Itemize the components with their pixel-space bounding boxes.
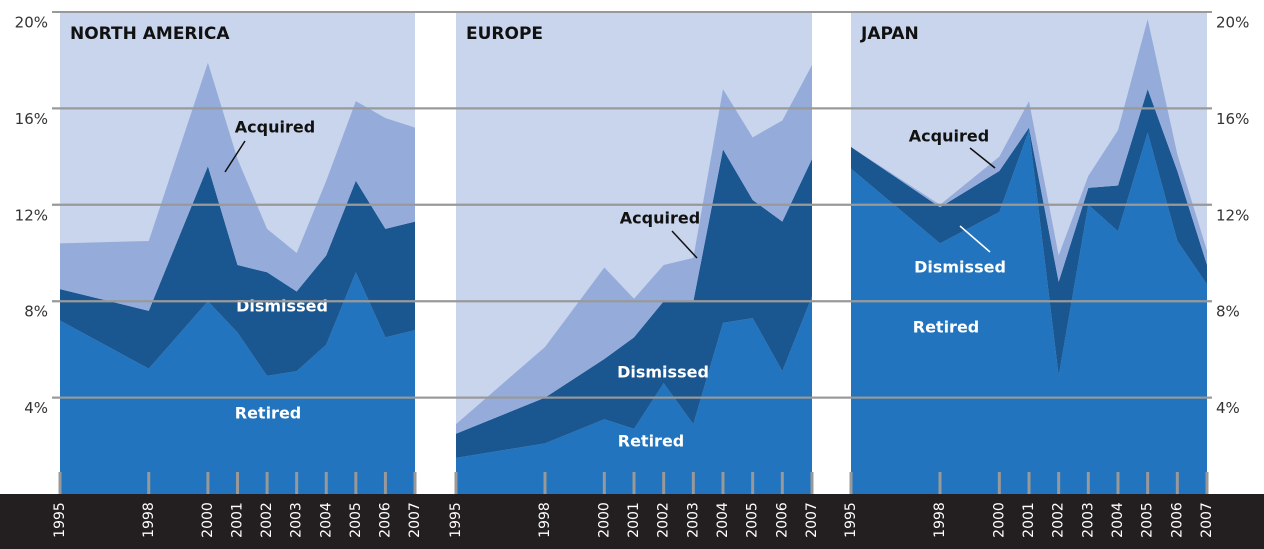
x-tick-label: 2003 (1080, 502, 1096, 538)
x-tick-label: 2000 (200, 502, 216, 538)
series-label: Retired (235, 404, 302, 423)
series-label: Acquired (620, 209, 700, 228)
x-tick-label: 2003 (685, 502, 701, 538)
leader-line (224, 140, 246, 173)
area (456, 296, 812, 494)
series-label: Acquired (235, 118, 315, 137)
y-tick-label: 20% (1216, 14, 1249, 32)
x-tick-label: 2006 (377, 502, 393, 538)
series-label: Acquired (909, 127, 989, 146)
series-label: Dismissed (914, 258, 1006, 277)
y-tick-label: 4% (24, 399, 48, 417)
area (60, 272, 415, 494)
x-tick-label: 2003 (289, 502, 305, 538)
y-tick-label: 4% (1216, 399, 1240, 417)
x-tick-label: 2000 (991, 502, 1007, 538)
panel-title: NORTH AMERICA (70, 24, 230, 44)
x-tick-label: 2004 (715, 502, 731, 538)
x-tick-label: 1995 (448, 502, 464, 538)
y-tick-label: 8% (24, 303, 48, 321)
y-tick-label: 16% (15, 110, 48, 128)
x-tick-label: 2000 (596, 502, 612, 538)
x-tick-label: 1998 (537, 502, 553, 538)
x-tick-label: 1995 (52, 502, 68, 538)
x-tick-label: 2002 (259, 502, 275, 538)
x-tick-label: 1995 (843, 502, 859, 538)
x-tick-label: 2007 (1199, 502, 1215, 538)
y-tick-label: 8% (1216, 303, 1240, 321)
area (851, 130, 1207, 494)
x-tick-label: 2006 (1169, 502, 1185, 538)
series-label: Dismissed (617, 363, 709, 382)
panel-title: JAPAN (860, 24, 919, 44)
series-label: Dismissed (236, 297, 328, 316)
x-tick-label: 1998 (141, 502, 157, 538)
area (60, 62, 415, 311)
x-tick-label: 2005 (745, 502, 761, 538)
x-tick-label: 2001 (626, 502, 642, 538)
y-tick-label: 20% (15, 14, 48, 32)
leader-line (959, 225, 991, 253)
leader-line (671, 230, 698, 259)
x-tick-label: 2002 (656, 502, 672, 538)
x-tick-label: 2005 (348, 502, 364, 538)
series-label: Retired (913, 318, 980, 337)
y-tick-label: 16% (1216, 110, 1249, 128)
y-tick-label: 12% (15, 206, 48, 224)
x-tick-label: 1998 (932, 502, 948, 538)
x-tick-label: 2007 (804, 502, 820, 538)
x-tick-label: 2001 (230, 502, 246, 538)
x-tick-label: 2002 (1051, 502, 1067, 538)
x-tick-label: 2005 (1140, 502, 1156, 538)
leader-line (969, 147, 996, 169)
x-tick-label: 2004 (318, 502, 334, 538)
x-tick-label: 2007 (407, 502, 423, 538)
panel-title: EUROPE (466, 24, 543, 44)
x-tick-label: 2001 (1021, 502, 1037, 538)
x-tick-label: 2006 (774, 502, 790, 538)
series-label: Retired (618, 432, 685, 451)
x-axis-band (0, 494, 1264, 549)
area (456, 149, 812, 458)
y-tick-label: 12% (1216, 206, 1249, 224)
x-tick-label: 2004 (1110, 502, 1126, 538)
area (60, 166, 415, 376)
